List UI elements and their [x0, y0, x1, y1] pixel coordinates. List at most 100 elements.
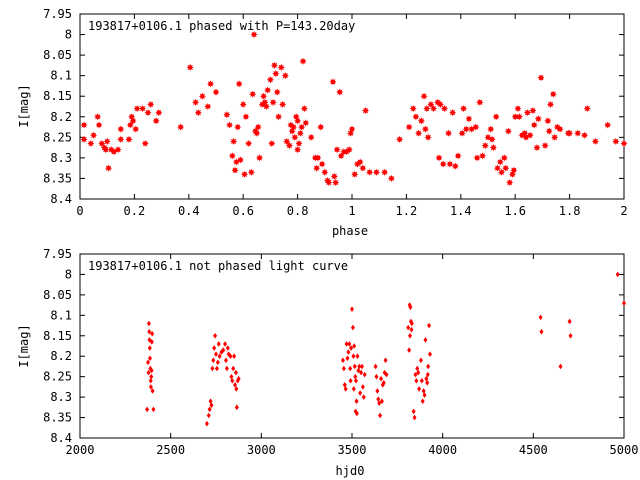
phased-data-point	[117, 135, 125, 143]
phased-data-point	[387, 174, 395, 182]
phased-data-point	[155, 109, 163, 117]
unphased-data-point	[416, 369, 421, 376]
unphased-data-point	[408, 304, 413, 310]
unphased-data-point	[417, 386, 422, 392]
phased-x-axis-label: phase	[332, 224, 368, 238]
phased-panel: 0 0.2 0.4 0.6 0.8 1 1.2 1.4 1.6 1.8 2 7.95 8 8.05 8.1…	[17, 7, 628, 238]
unphased-data-point	[150, 330, 155, 337]
unphased-data-point	[224, 365, 229, 372]
unphased-data-point	[214, 365, 219, 372]
phased-data-point	[235, 80, 243, 88]
phased-data-point	[186, 63, 194, 71]
phased-data-point	[289, 123, 298, 131]
unphased-data-point	[421, 388, 426, 394]
phased-data-point	[329, 78, 337, 86]
phased-y-tick-labels: 7.95 8 8.05 8.1 8.15 8.2 8.25 8.3 8.35 8.4	[43, 7, 72, 206]
unphased-data-point	[424, 375, 429, 382]
unphased-x-tick-labels: 2000 2500 3000 3500 4000 4500 5000	[66, 443, 639, 457]
phased-y-tick-label: 8.2	[50, 110, 72, 124]
phased-data-point	[336, 88, 344, 96]
phased-data-point	[439, 160, 447, 168]
unphased-data-point	[408, 332, 413, 339]
phased-x-tick-label: 1.6	[504, 204, 526, 218]
phased-data-point	[551, 133, 559, 141]
phased-y-tick-label: 8.15	[43, 89, 72, 103]
unphased-data-point	[425, 380, 430, 386]
phased-data-point	[294, 146, 302, 154]
unphased-data-point	[352, 363, 357, 370]
phased-data-point	[273, 88, 281, 96]
phased-data-point	[318, 160, 326, 168]
unphased-data-point	[146, 320, 151, 327]
phased-data-point	[260, 92, 268, 100]
unphased-data-point	[345, 355, 350, 362]
phased-data-point	[245, 139, 253, 148]
unphased-data-point	[232, 353, 237, 360]
phased-x-tick-label: 0.2	[124, 204, 146, 218]
unphased-y-tick-label: 8.2	[50, 349, 72, 363]
phased-data-point	[533, 144, 541, 152]
unphased-data-point	[208, 398, 213, 404]
phased-data-point	[489, 144, 497, 152]
phased-data-point	[307, 133, 315, 141]
phased-y-tick-label: 7.95	[43, 7, 72, 21]
phased-x-tick-label: 1	[348, 204, 355, 218]
unphased-data-point	[423, 337, 428, 343]
unphased-data-point	[376, 396, 381, 402]
phased-data-point	[541, 142, 549, 150]
unphased-y-tick-label: 8.1	[50, 308, 72, 322]
phased-data-point	[268, 139, 276, 148]
unphased-data-point	[538, 314, 543, 321]
unphased-data-point	[234, 386, 239, 392]
unphased-x-axis-label: hjd0	[336, 464, 365, 478]
phased-data-point	[281, 72, 289, 80]
phased-data-point	[125, 135, 133, 143]
unphased-data-point	[409, 320, 414, 327]
phased-data-point	[421, 125, 429, 133]
phased-data-point	[492, 113, 500, 121]
unphased-data-point	[342, 382, 347, 388]
unphased-data-point	[212, 345, 217, 351]
unphased-data-point	[214, 351, 218, 357]
phased-x-tick-label: 0.8	[287, 204, 309, 218]
unphased-data-point	[539, 328, 544, 335]
unphased-data-point	[145, 406, 150, 413]
phased-data-point	[254, 123, 262, 131]
unphased-y-axis-label: I[mag]	[17, 324, 31, 367]
phased-data-point	[198, 92, 206, 100]
phased-data-point	[366, 168, 374, 176]
phased-data-point	[223, 111, 231, 119]
phased-data-point	[488, 135, 496, 143]
unphased-data-point	[351, 353, 356, 360]
phased-data-point	[152, 117, 160, 125]
phased-data-point	[314, 154, 322, 162]
unphased-y-tick-label: 8.05	[43, 288, 72, 302]
unphased-data-point	[353, 377, 358, 384]
phased-data-point	[300, 105, 308, 113]
unphased-panel: 2000 2500 3000 3500 4000 4500 5000 7.95 8 8.05 8.…	[17, 247, 638, 478]
phased-x-tick-label: 0.6	[232, 204, 254, 218]
phased-x-tick-labels: 0 0.2 0.4 0.6 0.8 1 1.2 1.4 1.6 1.8 2	[76, 204, 627, 218]
unphased-data-points	[145, 271, 626, 427]
phased-y-tick-label: 8.3	[50, 151, 72, 165]
phased-data-point	[302, 119, 310, 127]
unphased-data-point	[221, 347, 226, 353]
unphased-data-point	[558, 363, 563, 370]
unphased-data-point	[355, 353, 360, 360]
unphased-data-point	[148, 377, 153, 384]
phased-data-point	[337, 152, 345, 160]
phased-data-point	[80, 121, 88, 129]
phased-data-point	[500, 154, 508, 162]
phased-data-point	[534, 115, 542, 123]
phased-data-point	[472, 123, 480, 131]
unphased-y-tick-label: 8.15	[43, 329, 72, 343]
phased-data-point	[332, 179, 340, 187]
unphased-data-point	[147, 355, 152, 362]
unphased-data-point	[217, 353, 222, 360]
unphased-data-point	[374, 373, 379, 380]
unphased-data-point	[223, 357, 228, 364]
unphased-data-point	[151, 406, 156, 413]
phased-data-point	[381, 168, 389, 176]
phased-data-point	[372, 168, 381, 176]
